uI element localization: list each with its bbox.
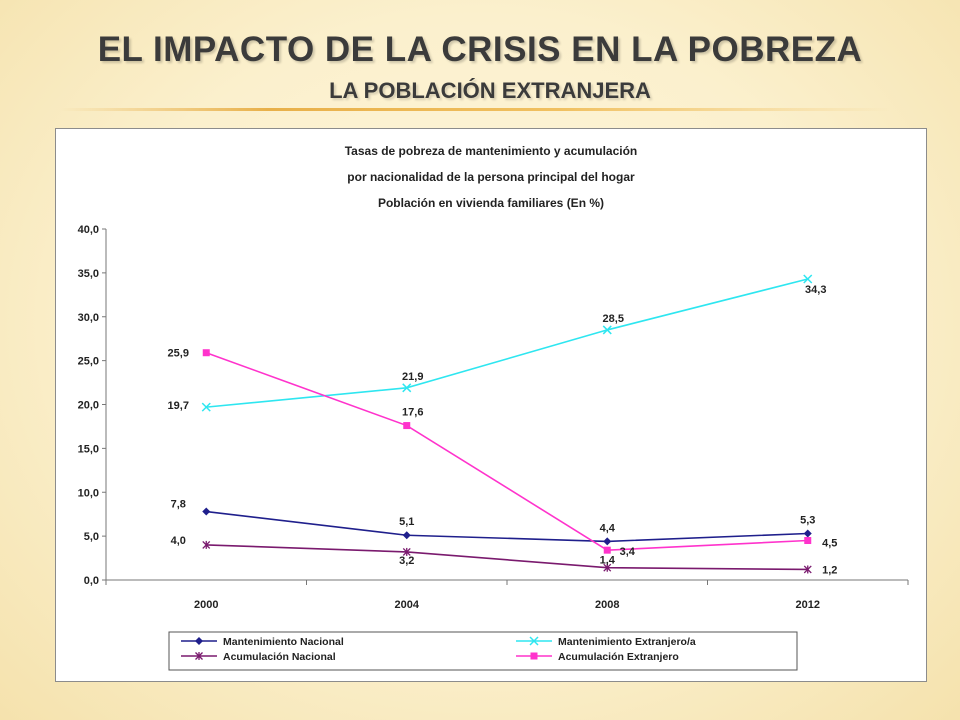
data-point [202, 507, 211, 516]
data-label: 21,9 [402, 371, 423, 383]
data-label: 5,1 [399, 516, 414, 528]
data-label: 17,6 [402, 407, 423, 419]
y-tick-label: 15,0 [78, 443, 99, 455]
legend-marker [195, 652, 203, 660]
data-point [402, 383, 412, 393]
data-point [202, 349, 210, 357]
y-tick-label: 10,0 [78, 487, 99, 499]
legend-marker [195, 637, 203, 645]
legend-label: Acumulación Extranjero [558, 651, 679, 663]
series-line [206, 510, 808, 543]
data-label: 5,3 [800, 514, 815, 526]
slide-subtitle: LA POBLACIÓN EXTRANJERA [329, 78, 651, 103]
legend-label: Mantenimiento Extranjero/a [558, 636, 696, 648]
legend-label: Mantenimiento Nacional [223, 636, 344, 648]
title-divider [60, 108, 890, 111]
slide-title: EL IMPACTO DE LA CRISIS EN LA POBREZA [97, 30, 863, 69]
legend-label: Acumulación Nacional [223, 651, 336, 663]
data-label: 19,7 [168, 400, 189, 412]
data-point [602, 325, 612, 335]
data-point [803, 565, 812, 574]
line-chart: Tasas de pobreza de mantenimiento y acum… [78, 144, 909, 671]
series-line [205, 351, 808, 551]
y-tick-label: 35,0 [78, 268, 99, 280]
y-tick-label: 20,0 [78, 400, 99, 412]
x-tick-label: 2000 [194, 599, 218, 611]
legend-box [168, 631, 798, 671]
data-label: 1,2 [822, 564, 837, 576]
y-tick-label: 5,0 [84, 531, 99, 543]
data-label: 4,0 [171, 535, 186, 547]
y-tick-label: 0,0 [84, 575, 99, 587]
data-label: 7,8 [171, 499, 186, 511]
data-point [803, 529, 812, 538]
series-line [206, 544, 808, 571]
y-tick-label: 25,0 [78, 356, 99, 368]
data-label: 4,5 [822, 538, 837, 550]
data-label: 34,3 [805, 284, 826, 296]
x-tick-label: 2012 [796, 599, 820, 611]
x-tick-label: 2004 [395, 599, 420, 611]
data-label: 3,2 [399, 555, 414, 567]
data-label: 25,9 [168, 348, 189, 360]
series-line [206, 278, 808, 408]
data-label: 4,4 [600, 522, 616, 534]
data-point [202, 540, 211, 549]
chart-title-line: por nacionalidad de la persona principal… [347, 170, 635, 184]
chart-title-line: Población en vivienda familiares (En %) [378, 196, 604, 210]
data-point [603, 563, 612, 572]
legend-marker [530, 652, 538, 660]
chart-frame: Tasas de pobreza de mantenimiento y acum… [55, 128, 927, 682]
data-point [603, 546, 611, 554]
y-tick-label: 30,0 [78, 312, 99, 324]
x-tick-label: 2008 [595, 599, 619, 611]
data-point [402, 531, 411, 540]
data-label: 28,5 [603, 313, 624, 325]
data-point [603, 537, 612, 546]
data-point [804, 537, 812, 545]
y-tick-label: 40,0 [78, 224, 99, 236]
data-label: 1,4 [600, 555, 616, 567]
data-point [803, 274, 813, 284]
data-label: 3,4 [620, 546, 636, 558]
legend-marker [529, 636, 539, 646]
data-point [402, 547, 411, 556]
data-point [201, 402, 211, 412]
chart-title-line: Tasas de pobreza de mantenimiento y acum… [345, 144, 638, 158]
data-point [403, 422, 411, 430]
